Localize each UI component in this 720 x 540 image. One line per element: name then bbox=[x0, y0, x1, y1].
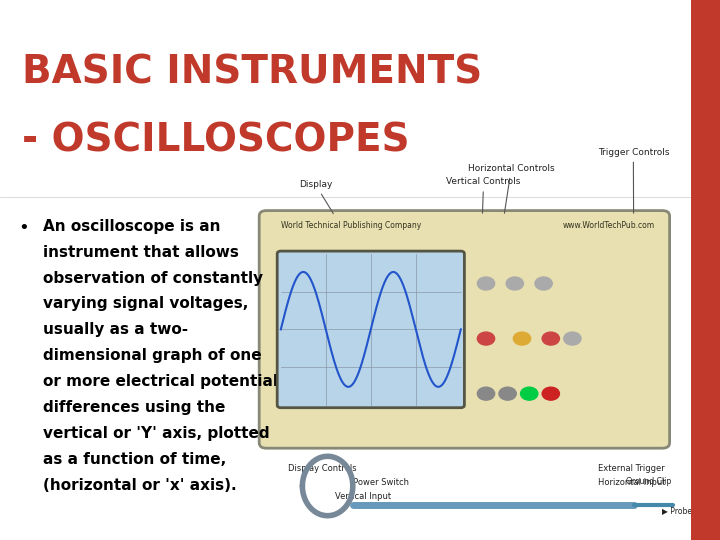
Circle shape bbox=[499, 387, 516, 400]
Circle shape bbox=[564, 332, 581, 345]
Circle shape bbox=[477, 387, 495, 400]
Text: External Trigger: External Trigger bbox=[598, 464, 665, 474]
Text: differences using the: differences using the bbox=[43, 400, 225, 415]
Text: varying signal voltages,: varying signal voltages, bbox=[43, 296, 248, 312]
Text: Ground Clip: Ground Clip bbox=[626, 477, 672, 486]
Circle shape bbox=[477, 277, 495, 290]
Text: observation of constantly: observation of constantly bbox=[43, 271, 264, 286]
Circle shape bbox=[477, 332, 495, 345]
Text: An oscilloscope is an: An oscilloscope is an bbox=[43, 219, 221, 234]
Text: as a function of time,: as a function of time, bbox=[43, 452, 227, 467]
FancyBboxPatch shape bbox=[691, 0, 720, 540]
FancyBboxPatch shape bbox=[259, 211, 670, 448]
Text: instrument that allows: instrument that allows bbox=[43, 245, 239, 260]
Circle shape bbox=[542, 387, 559, 400]
Text: Display Controls: Display Controls bbox=[288, 464, 356, 474]
Text: Trigger Controls: Trigger Controls bbox=[598, 147, 669, 213]
Circle shape bbox=[513, 332, 531, 345]
Text: Power Switch: Power Switch bbox=[353, 478, 409, 487]
Circle shape bbox=[535, 277, 552, 290]
Text: Horizontal Input: Horizontal Input bbox=[598, 478, 665, 487]
Circle shape bbox=[542, 332, 559, 345]
Text: Display: Display bbox=[299, 180, 333, 214]
Text: usually as a two-: usually as a two- bbox=[43, 322, 189, 338]
Text: World Technical Publishing Company: World Technical Publishing Company bbox=[281, 221, 421, 231]
Text: Vertical Input: Vertical Input bbox=[335, 492, 391, 502]
Circle shape bbox=[521, 387, 538, 400]
Text: (horizontal or 'x' axis).: (horizontal or 'x' axis). bbox=[43, 478, 237, 493]
Text: vertical or 'Y' axis, plotted: vertical or 'Y' axis, plotted bbox=[43, 426, 270, 441]
Text: - OSCILLOSCOPES: - OSCILLOSCOPES bbox=[22, 122, 409, 159]
Text: Horizontal Controls: Horizontal Controls bbox=[468, 164, 554, 213]
Text: www.WorldTechPub.com: www.WorldTechPub.com bbox=[563, 221, 655, 231]
Text: Vertical Controls: Vertical Controls bbox=[446, 177, 521, 213]
Text: ▶ Probe: ▶ Probe bbox=[662, 506, 693, 515]
Circle shape bbox=[506, 277, 523, 290]
FancyBboxPatch shape bbox=[277, 251, 464, 408]
Text: •: • bbox=[18, 219, 29, 237]
Text: dimensional graph of one: dimensional graph of one bbox=[43, 348, 262, 363]
Text: or more electrical potential: or more electrical potential bbox=[43, 374, 278, 389]
Text: BASIC INSTRUMENTS: BASIC INSTRUMENTS bbox=[22, 54, 482, 92]
